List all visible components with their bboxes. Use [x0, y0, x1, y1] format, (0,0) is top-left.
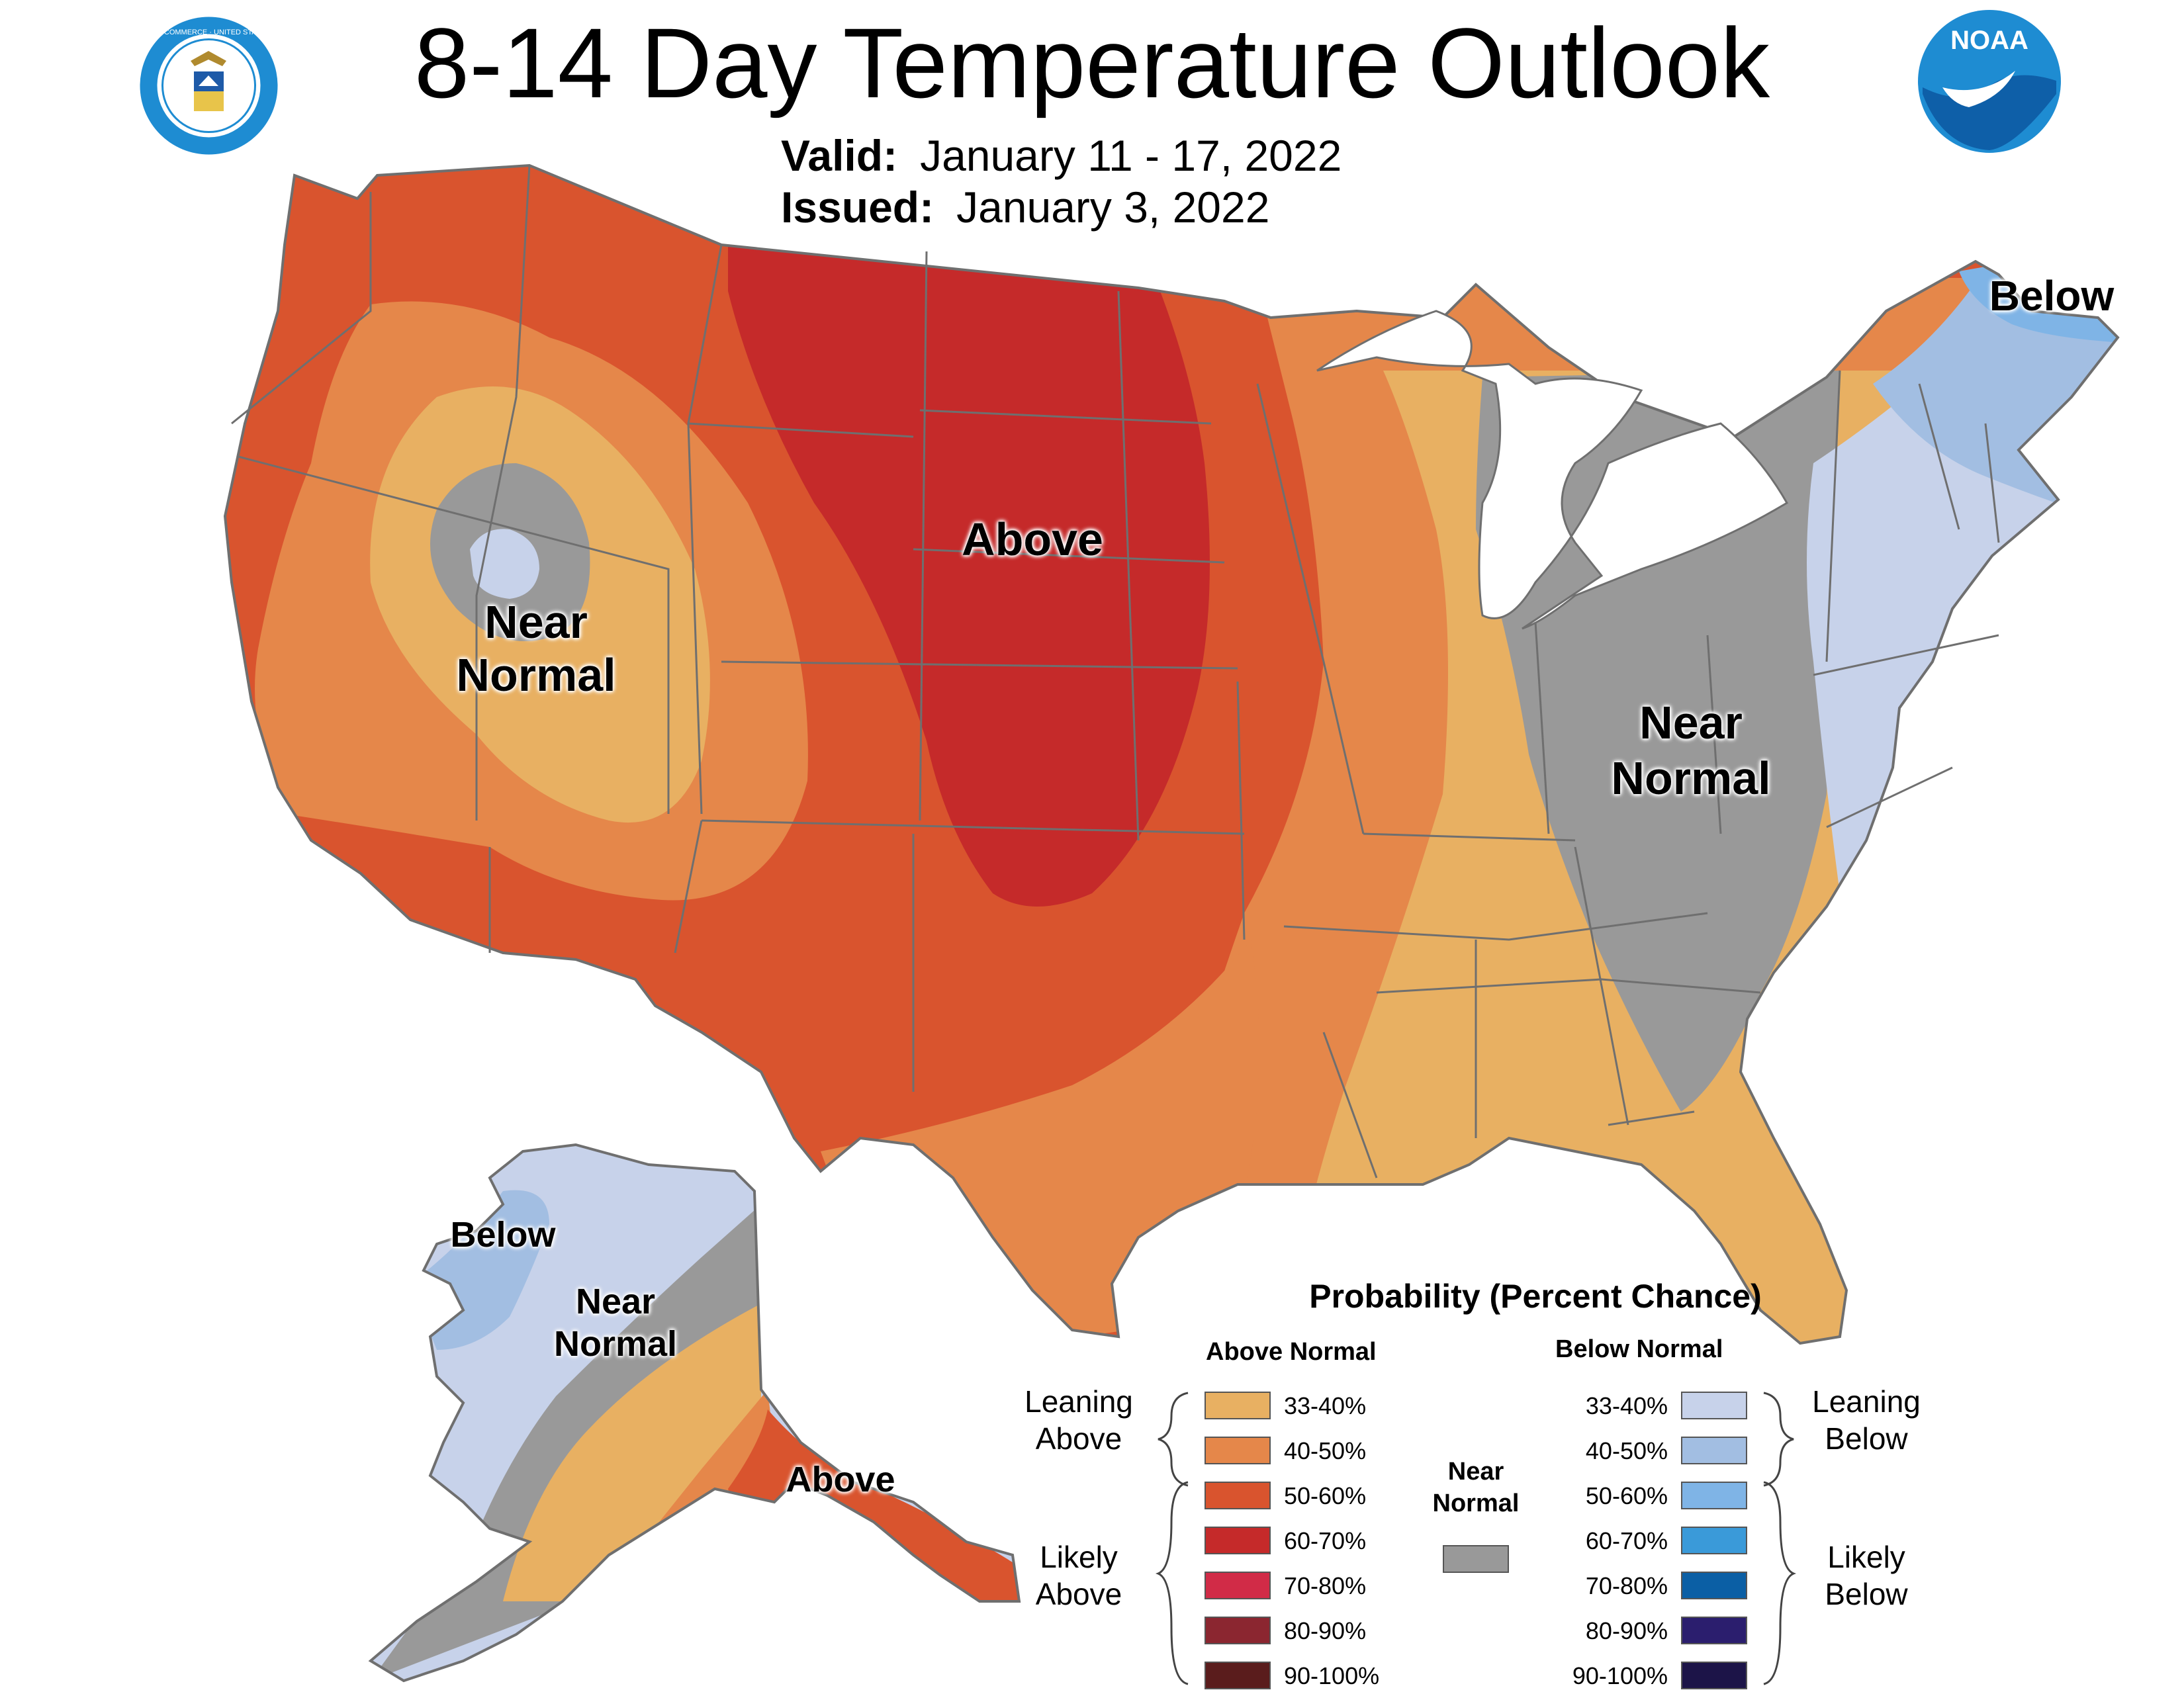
- label-alaska-near-normal: Near Normal: [553, 1282, 678, 1364]
- legend-above-header: Above Normal: [1206, 1338, 1377, 1366]
- below-bin-label: 33-40%: [1585, 1392, 1668, 1419]
- swatch-above-70-80: [1205, 1572, 1271, 1599]
- label-conus-above: Above: [962, 513, 1103, 565]
- below-bin-label: 70-80%: [1585, 1572, 1668, 1599]
- label-conus-west-near-normal: Near Normal: [456, 596, 616, 701]
- valid-dates: Valid: January 11 - 17, 2022: [781, 131, 1342, 180]
- label-conus-below: Below: [1989, 272, 2115, 320]
- swatch-below-50-60: [1681, 1482, 1747, 1509]
- noaa-logo-text: NOAA: [1950, 26, 2028, 55]
- issued-label: Issued:: [781, 183, 934, 232]
- label-alaska-above: Above: [786, 1460, 895, 1499]
- issued-date: Issued: January 3, 2022: [781, 183, 1269, 232]
- below-bin-label: 60-70%: [1585, 1527, 1668, 1554]
- above-bin-label: 33-40%: [1284, 1392, 1367, 1419]
- legend-near-normal-label: Near Normal: [1432, 1458, 1520, 1517]
- above-bin-label: 90-100%: [1284, 1662, 1380, 1689]
- swatch-above-80-90: [1205, 1617, 1271, 1644]
- legend-leaning-above: Leaning Above: [1024, 1384, 1133, 1456]
- legend-likely-below: Likely Below: [1825, 1540, 1908, 1611]
- map-title: 8-14 Day Temperature Outlook: [414, 7, 1770, 118]
- swatch-below-80-90: [1681, 1617, 1747, 1644]
- above-bin-label: 60-70%: [1284, 1527, 1367, 1554]
- swatch-above-40-50: [1205, 1437, 1271, 1464]
- valid-label: Valid:: [781, 131, 898, 180]
- below-bin-label: 90-100%: [1572, 1662, 1668, 1689]
- noaa-logo: NOAA: [1918, 10, 2061, 153]
- issued-value: January 3, 2022: [956, 183, 1270, 232]
- swatch-below-33-40: [1681, 1392, 1747, 1419]
- below-bin-label: 50-60%: [1585, 1482, 1668, 1509]
- legend-leaning-below: Leaning Below: [1812, 1384, 1921, 1456]
- below-bin-label: 80-90%: [1585, 1617, 1668, 1644]
- label-conus-east-near-normal: Near Normal: [1611, 697, 1771, 804]
- swatch-above-33-40: [1205, 1392, 1271, 1419]
- great-lakes: [1316, 310, 1789, 630]
- legend-below-header: Below Normal: [1555, 1335, 1723, 1363]
- commerce-seal-text: DEPARTMENT OF COMMERCE · UNITED STATES O…: [138, 28, 280, 36]
- state-borders: [231, 165, 2000, 1179]
- swatch-below-60-70: [1681, 1527, 1747, 1554]
- legend-likely-above: Likely Above: [1035, 1540, 1122, 1611]
- above-bin-label: 80-90%: [1284, 1617, 1367, 1644]
- swatch-below-70-80: [1681, 1572, 1747, 1599]
- conus-near-normal-east: [1476, 371, 1840, 1112]
- above-bin-label: 70-80%: [1284, 1572, 1367, 1599]
- above-bin-label: 50-60%: [1284, 1482, 1367, 1509]
- label-alaska-below: Below: [450, 1215, 556, 1255]
- swatch-above-60-70: [1205, 1527, 1271, 1554]
- swatch-below-40-50: [1681, 1437, 1747, 1464]
- commerce-seal-logo: DEPARTMENT OF COMMERCE · UNITED STATES O…: [138, 17, 280, 155]
- legend-title: Probability (Percent Chance): [1309, 1278, 1762, 1315]
- swatch-above-50-60: [1205, 1482, 1271, 1509]
- valid-value: January 11 - 17, 2022: [920, 131, 1342, 180]
- swatch-near-normal: [1443, 1545, 1509, 1573]
- above-bin-label: 40-50%: [1284, 1437, 1367, 1464]
- below-bin-label: 40-50%: [1585, 1437, 1668, 1464]
